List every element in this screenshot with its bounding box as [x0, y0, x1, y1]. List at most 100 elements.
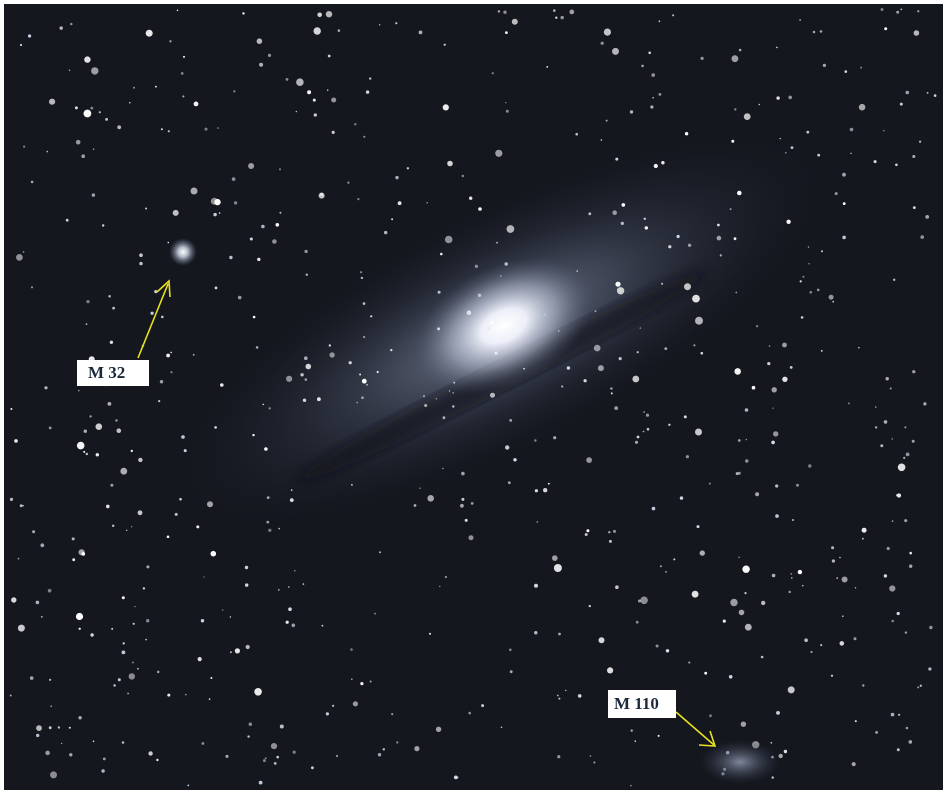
- star: [500, 275, 502, 277]
- star: [76, 140, 81, 145]
- star: [183, 56, 185, 58]
- star: [272, 239, 277, 244]
- star: [917, 10, 919, 12]
- star: [306, 364, 312, 370]
- star: [157, 671, 160, 674]
- star: [437, 327, 440, 330]
- star: [185, 694, 187, 696]
- star: [920, 685, 922, 687]
- star: [229, 256, 232, 259]
- star: [305, 378, 308, 381]
- star: [509, 419, 512, 422]
- star: [360, 271, 362, 273]
- star: [927, 92, 929, 94]
- star: [469, 535, 474, 540]
- star: [799, 19, 801, 21]
- star: [919, 141, 921, 143]
- star: [567, 366, 570, 369]
- star: [606, 120, 608, 122]
- star: [909, 552, 912, 555]
- star: [745, 459, 748, 462]
- star: [821, 350, 823, 352]
- star: [735, 292, 737, 294]
- star: [617, 287, 624, 294]
- star: [614, 406, 618, 410]
- label: M 32: [88, 363, 125, 382]
- star: [905, 631, 907, 633]
- star: [286, 376, 292, 382]
- star: [138, 510, 143, 515]
- star: [557, 755, 560, 758]
- star: [635, 441, 638, 444]
- star: [575, 133, 578, 136]
- star: [717, 224, 720, 227]
- star: [356, 402, 358, 404]
- star: [81, 154, 85, 158]
- star: [146, 565, 149, 568]
- star: [60, 26, 63, 29]
- star: [443, 416, 446, 419]
- star: [650, 105, 653, 108]
- star: [23, 146, 25, 148]
- star: [286, 78, 289, 81]
- star: [36, 601, 40, 605]
- star: [93, 741, 95, 743]
- star: [294, 570, 295, 571]
- star: [296, 78, 304, 86]
- star: [86, 323, 88, 325]
- star: [601, 42, 604, 45]
- star: [253, 316, 256, 319]
- star: [93, 148, 95, 150]
- star: [752, 386, 756, 390]
- star: [14, 439, 18, 443]
- star: [652, 97, 653, 98]
- star: [105, 118, 108, 121]
- star: [320, 193, 323, 196]
- star: [738, 557, 739, 558]
- star: [31, 286, 33, 288]
- star: [739, 49, 742, 52]
- star: [263, 759, 266, 762]
- star: [265, 757, 267, 759]
- star: [327, 90, 328, 91]
- star: [36, 734, 39, 737]
- star: [182, 95, 184, 97]
- star: [700, 550, 705, 555]
- star: [665, 571, 667, 573]
- star: [672, 14, 674, 16]
- star: [806, 131, 809, 134]
- star: [462, 175, 464, 177]
- star: [884, 574, 887, 577]
- star: [790, 366, 793, 369]
- star: [58, 726, 60, 728]
- star: [30, 676, 34, 680]
- star: [449, 390, 450, 391]
- star: [704, 672, 707, 675]
- star: [631, 729, 633, 731]
- star: [49, 679, 51, 681]
- star: [40, 543, 44, 547]
- star: [296, 111, 298, 113]
- star: [808, 464, 811, 467]
- star: [897, 493, 901, 497]
- star: [290, 498, 294, 502]
- star: [102, 224, 104, 226]
- star: [734, 108, 736, 110]
- star: [914, 30, 920, 36]
- star: [131, 450, 133, 452]
- star: [170, 371, 172, 373]
- star: [776, 47, 778, 49]
- star: [895, 164, 898, 167]
- star: [897, 748, 900, 751]
- star: [775, 484, 778, 487]
- star: [444, 44, 446, 46]
- star: [82, 552, 86, 556]
- star: [245, 583, 248, 586]
- star: [561, 16, 564, 19]
- star: [881, 8, 884, 11]
- star: [456, 776, 458, 778]
- star: [419, 31, 423, 35]
- star: [523, 368, 525, 370]
- star: [692, 591, 699, 598]
- star: [139, 253, 143, 257]
